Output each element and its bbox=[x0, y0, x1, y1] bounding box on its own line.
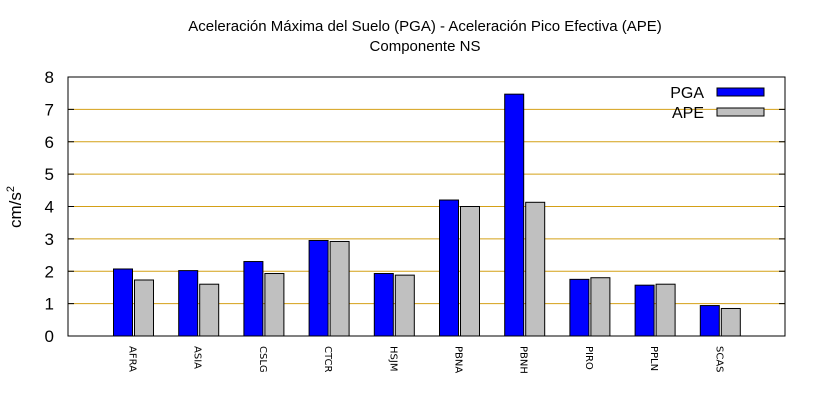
x-tick-label: ASIA bbox=[192, 346, 203, 369]
bar-pga-afra bbox=[113, 268, 133, 337]
y-axis-ticks: 0 1 2 3 4 5 6 7 8 bbox=[45, 68, 785, 346]
bar-pga-asia bbox=[178, 270, 199, 337]
bar-ape-cslg bbox=[264, 273, 285, 337]
chart-title: Aceleración Máxima del Suelo (PGA) - Ace… bbox=[188, 18, 662, 35]
bar-ape-ppln bbox=[655, 283, 676, 337]
legend-label: APE bbox=[672, 105, 704, 122]
bar-ape-hsjm bbox=[394, 274, 415, 337]
legend-swatch bbox=[716, 87, 765, 97]
x-tick-label: PBNA bbox=[453, 346, 464, 373]
bar-ape-asia bbox=[199, 283, 220, 337]
y-tick-label: 5 bbox=[45, 165, 54, 184]
x-axis-labels: AFRA ASIA CSLG CTCR HSJM PBNA PBNH PIRO PPLN SCAS bbox=[127, 346, 725, 374]
y-tick-label: 0 bbox=[45, 327, 54, 346]
x-tick-label: CTCR bbox=[322, 346, 333, 372]
bar-ape-scas bbox=[720, 307, 741, 337]
y-tick-label: 8 bbox=[45, 68, 54, 87]
bars-group bbox=[113, 93, 741, 337]
legend-swatch bbox=[716, 107, 765, 117]
y-tick-label: 6 bbox=[45, 133, 54, 152]
x-tick-label: HSJM bbox=[387, 346, 398, 371]
y-axis-label-unit: cm/s bbox=[6, 192, 25, 228]
bar-ape-ctcr bbox=[329, 240, 350, 337]
x-tick-label: SCAS bbox=[713, 346, 724, 373]
y-tick-label: 1 bbox=[45, 295, 54, 314]
bar-ape-afra bbox=[134, 279, 154, 337]
bar-pga-ppln bbox=[634, 284, 655, 337]
gridlines bbox=[68, 108, 785, 305]
x-tick-label: AFRA bbox=[127, 346, 138, 372]
y-tick-label: 3 bbox=[45, 230, 54, 249]
x-tick-label: PPLN bbox=[648, 346, 659, 371]
chart-subtitle: Componente NS bbox=[370, 38, 481, 55]
y-tick-label: 2 bbox=[45, 262, 54, 281]
y-tick-label: 4 bbox=[45, 198, 54, 217]
bar-pga-hsjm bbox=[373, 273, 394, 337]
y-axis-label-exponent: 2 bbox=[5, 186, 17, 192]
y-tick-label: 7 bbox=[45, 100, 54, 119]
bar-pga-cslg bbox=[243, 261, 264, 337]
y-axis-label: cm/s2 bbox=[5, 186, 25, 228]
bar-ape-pbna bbox=[460, 206, 480, 337]
bar-pga-pbna bbox=[439, 199, 459, 337]
bar-ape-piro bbox=[590, 277, 611, 337]
bar-ape-pbnh bbox=[525, 201, 546, 337]
x-tick-label: CSLG bbox=[257, 346, 268, 373]
legend: PGA APE bbox=[670, 85, 765, 122]
x-tick-label: PBNH bbox=[518, 346, 529, 374]
bar-pga-pbnh bbox=[504, 93, 525, 337]
bar-pga-scas bbox=[699, 305, 720, 337]
legend-label: PGA bbox=[670, 85, 704, 102]
x-tick-label: PIRO bbox=[583, 346, 594, 370]
bar-pga-piro bbox=[569, 278, 590, 337]
bar-pga-ctcr bbox=[308, 239, 329, 337]
